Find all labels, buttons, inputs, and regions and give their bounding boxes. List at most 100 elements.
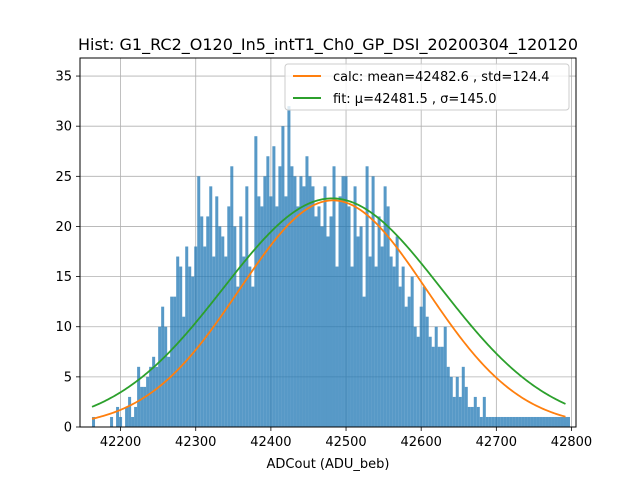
histogram-bar xyxy=(359,226,363,427)
histogram-bar xyxy=(158,326,162,427)
histogram-bar xyxy=(110,416,114,427)
histogram-bar xyxy=(299,176,303,427)
histogram-bar xyxy=(479,416,483,427)
histogram-bar xyxy=(218,226,222,427)
histogram-bar xyxy=(266,156,270,428)
histogram-bar xyxy=(512,416,516,427)
histogram-bar xyxy=(233,226,237,427)
histogram-bar xyxy=(308,176,312,427)
histogram-bar xyxy=(302,186,306,427)
histogram-bar xyxy=(386,206,390,427)
histogram-bar xyxy=(407,296,411,427)
histogram-bar xyxy=(383,186,387,427)
histogram-bar xyxy=(560,416,564,427)
histogram-bar xyxy=(437,346,441,427)
y-tick-label: 5 xyxy=(64,370,72,385)
histogram-bar xyxy=(221,236,225,427)
histogram-bar xyxy=(389,256,393,427)
histogram-bar xyxy=(449,376,453,427)
x-axis-label: ADCout (ADU_beb) xyxy=(267,457,390,472)
histogram-bar xyxy=(242,256,246,427)
histogram-bar xyxy=(434,326,438,427)
histogram-bar xyxy=(305,156,309,428)
histogram-bar xyxy=(536,416,540,427)
histogram-bar xyxy=(362,296,366,427)
histogram-bar xyxy=(494,416,498,427)
histogram-bar xyxy=(554,416,558,427)
histogram-bar xyxy=(350,266,354,427)
histogram-bar xyxy=(524,416,528,427)
histogram-bar xyxy=(137,366,141,427)
histogram-bar xyxy=(245,186,249,427)
histogram-bar xyxy=(263,176,267,427)
histogram-bar xyxy=(293,176,297,427)
histogram-bar xyxy=(527,416,531,427)
histogram-bar xyxy=(287,106,291,427)
histogram-bar xyxy=(458,396,462,427)
histogram-bar xyxy=(134,406,138,427)
histogram-bar xyxy=(311,186,315,427)
histogram-bar xyxy=(416,336,420,427)
histogram-bar xyxy=(377,216,381,427)
histogram-bar xyxy=(167,356,171,427)
histogram-bar xyxy=(422,286,426,427)
histogram-bar xyxy=(251,286,255,427)
histogram-bar xyxy=(353,186,357,427)
histogram-bar xyxy=(419,306,423,427)
histogram-bar xyxy=(278,166,282,428)
histogram-bar xyxy=(566,416,570,427)
y-tick-label: 15 xyxy=(55,270,72,285)
histogram-bar xyxy=(365,166,369,428)
histogram-bar xyxy=(533,416,537,427)
histogram-bar xyxy=(281,126,285,427)
histogram-bar xyxy=(470,406,474,427)
histogram-bar xyxy=(182,316,186,427)
histogram-bar xyxy=(323,186,327,427)
histogram-bar xyxy=(206,216,210,427)
y-axis-ticks: 0 5 10 15 20 25 30 35 xyxy=(55,70,80,436)
histogram-bar xyxy=(248,266,252,427)
histogram-bar xyxy=(284,196,288,427)
histogram-bar xyxy=(197,176,201,427)
histogram-bar xyxy=(194,246,198,427)
histogram-bar xyxy=(146,376,150,427)
histogram-bar xyxy=(446,366,450,427)
histogram-bar xyxy=(428,336,432,427)
fit-gaussian-curve xyxy=(91,197,566,408)
histogram-bar xyxy=(491,416,495,427)
x-tick-label: 42600 xyxy=(401,435,442,450)
histogram-bar xyxy=(164,326,168,427)
x-tick-label: 42500 xyxy=(325,435,366,450)
histogram-bar xyxy=(131,416,135,427)
histogram-bar xyxy=(518,416,522,427)
histogram-bar xyxy=(236,286,240,427)
histogram-bar xyxy=(530,416,534,427)
histogram-bar xyxy=(545,416,549,427)
histogram-bar xyxy=(398,286,402,427)
y-tick-label: 30 xyxy=(55,120,72,135)
histogram-bar xyxy=(542,416,546,427)
histogram-bar xyxy=(371,176,375,427)
histogram-bar xyxy=(506,416,510,427)
x-tick-label: 42200 xyxy=(100,435,141,450)
histogram-bar xyxy=(191,276,195,427)
histogram-bar xyxy=(380,246,384,427)
histogram-bar xyxy=(200,216,204,427)
histogram-bar xyxy=(413,326,417,427)
histogram-bar xyxy=(155,366,159,427)
histogram-bar xyxy=(440,346,444,427)
histogram-bar xyxy=(179,266,183,427)
legend-label-calc: calc: mean=42482.6 , std=124.4 xyxy=(333,70,550,85)
legend: calc: mean=42482.6 , std=124.4 fit: μ=42… xyxy=(284,63,570,111)
x-tick-label: 42400 xyxy=(250,435,291,450)
histogram-bar xyxy=(521,416,525,427)
histogram-bar xyxy=(227,206,231,427)
legend-box xyxy=(284,63,570,111)
histogram-bar xyxy=(341,176,345,427)
histogram-bar xyxy=(368,256,372,427)
histogram-bar xyxy=(548,416,552,427)
histogram-bar xyxy=(464,386,468,427)
histogram-bar xyxy=(332,166,336,428)
histogram-bar xyxy=(257,196,261,427)
